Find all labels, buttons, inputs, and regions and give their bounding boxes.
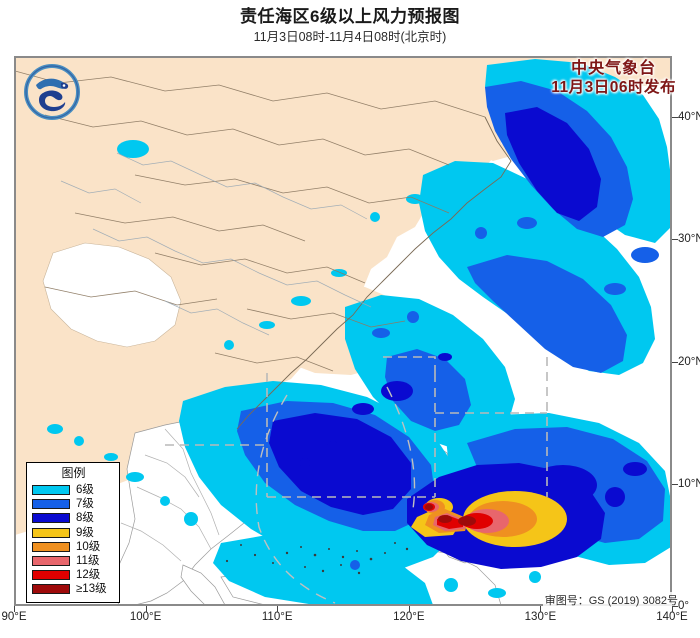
page-subtitle: 11月3日08时-11月4日08时(北京时) <box>253 30 447 44</box>
issuer-time: 11月3日06时发布 <box>551 78 676 96</box>
issuer-agency: 中央气象台 <box>571 60 657 77</box>
legend-swatch <box>32 570 70 581</box>
y-axis-tick: 40°N <box>678 111 700 124</box>
y-axis-tick: 10°N <box>678 477 700 490</box>
x-axis-tick-mark <box>672 606 673 612</box>
x-axis-tick-mark <box>408 606 410 612</box>
y-axis-tick: 30°N <box>678 233 700 246</box>
legend-item: 9级 <box>32 526 115 540</box>
legend-item: ≥13级 <box>32 582 115 596</box>
x-axis-tick: 90°E <box>1 611 27 623</box>
legend-swatch <box>32 485 70 496</box>
x-axis-tick-mark <box>277 606 279 612</box>
page-title: 责任海区6级以上风力预报图 <box>240 7 460 26</box>
x-axis-tick: 110°E <box>261 611 293 623</box>
legend-title: 图例 <box>61 466 86 480</box>
legend-item: 8级 <box>32 511 115 525</box>
legend-label: 10级 <box>76 540 101 553</box>
legend-swatch <box>32 527 70 538</box>
legend-swatch <box>32 513 70 524</box>
legend-item: 7级 <box>32 497 115 511</box>
x-axis-tick: 100°E <box>129 611 162 623</box>
y-axis-tick-mark <box>672 239 678 241</box>
legend-label: 6级 <box>76 484 94 497</box>
x-axis-tick: 120°E <box>393 611 425 623</box>
legend-label: 9级 <box>76 526 94 539</box>
x-axis-tick-mark <box>14 606 15 612</box>
legend-label: ≥13级 <box>76 583 107 596</box>
y-axis-tick: 20°N <box>678 355 700 368</box>
map-canvas <box>15 57 671 605</box>
y-axis-tick-mark <box>672 117 678 119</box>
legend-label: 7级 <box>76 498 94 511</box>
x-axis-tick: 130°E <box>524 611 557 623</box>
legend-item: 12级 <box>32 568 115 582</box>
page-header: 责任海区6级以上风力预报图 11月3日08时-11月4日08时(北京时) <box>0 0 700 46</box>
forecast-map[interactable] <box>14 56 672 606</box>
y-axis-tick-mark <box>672 361 678 363</box>
legend-rows: 6级 7级 8级 9级 10级 11级 12级 ≥13级 <box>32 483 115 597</box>
y-axis-tick-mark <box>672 606 678 607</box>
y-axis-tick-mark <box>672 483 678 485</box>
legend-item: 11级 <box>32 554 115 568</box>
y-axis-tick: 0° <box>678 600 689 612</box>
legend-swatch <box>32 556 70 567</box>
x-axis-tick: 140°E <box>656 611 688 623</box>
x-axis-tick-mark <box>145 606 147 612</box>
legend-label: 8级 <box>76 512 94 525</box>
issuer-stamp: 中央气象台 11月3日06时发布 <box>551 60 676 97</box>
legend-swatch <box>32 584 70 595</box>
legend-label: 12级 <box>76 569 101 582</box>
map-approval-number: 审图号：GS (2019) 3082号 <box>542 592 680 608</box>
cma-dragon-logo <box>21 61 83 123</box>
legend-label: 11级 <box>76 555 100 568</box>
legend-item: 6级 <box>32 483 115 497</box>
legend-panel: 图例 6级 7级 8级 9级 10级 11级 12级 ≥13级 <box>26 462 120 603</box>
legend-item: 10级 <box>32 540 115 554</box>
x-axis-tick-mark <box>540 606 542 612</box>
legend-swatch <box>32 541 70 552</box>
legend-swatch <box>32 499 70 510</box>
